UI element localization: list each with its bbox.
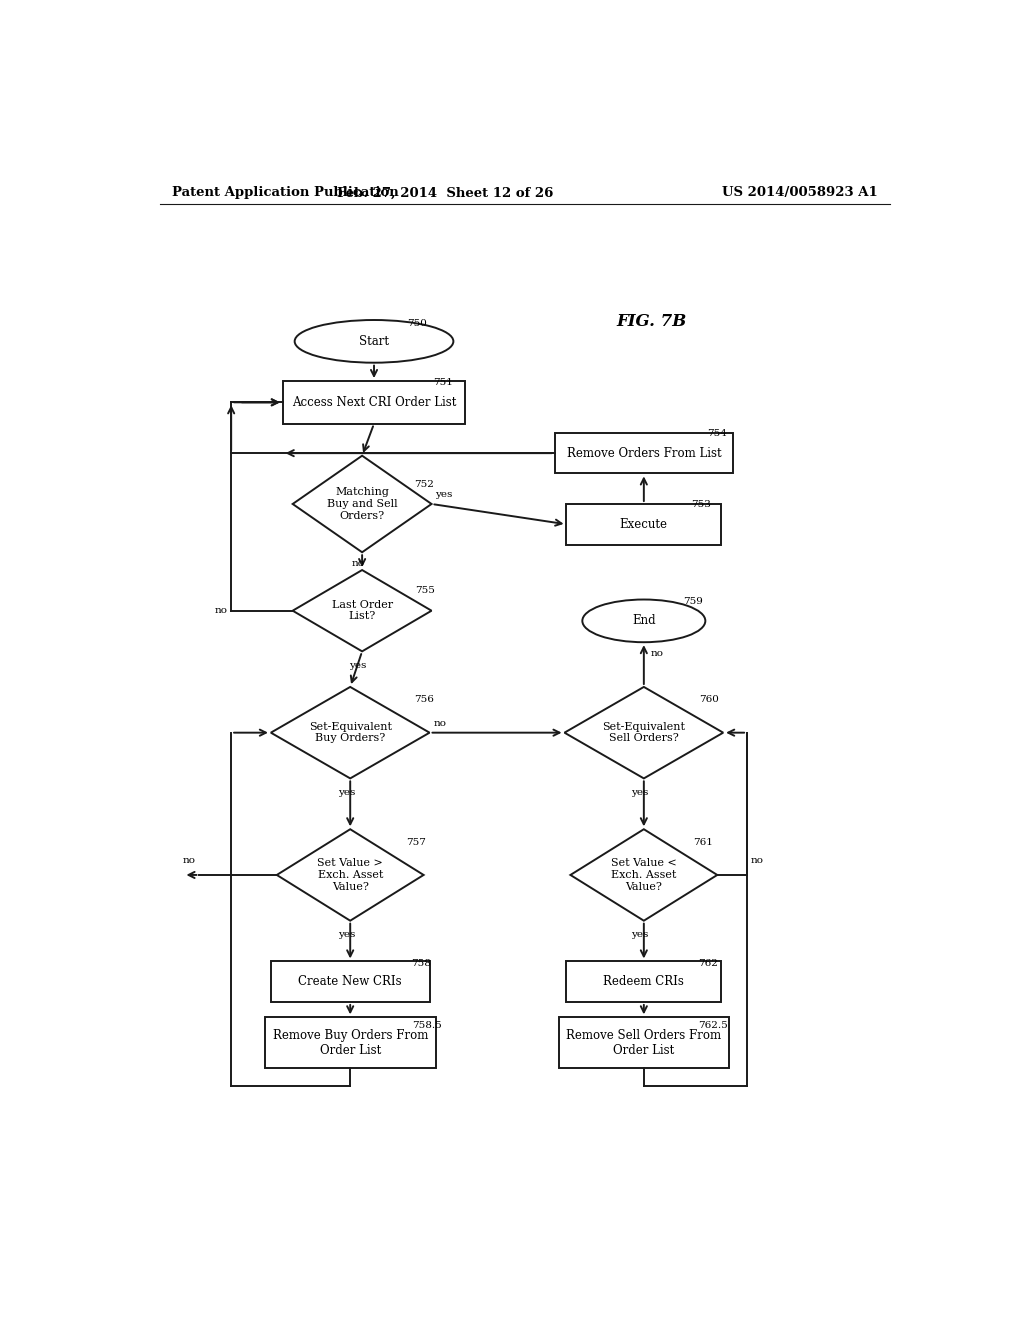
Text: 759: 759 (684, 597, 703, 606)
Text: no: no (214, 606, 227, 615)
Text: US 2014/0058923 A1: US 2014/0058923 A1 (722, 186, 878, 199)
Text: no: no (650, 649, 664, 659)
Text: Remove Orders From List: Remove Orders From List (566, 446, 721, 459)
Text: no: no (351, 558, 365, 568)
Text: 758: 758 (412, 960, 431, 969)
Text: 751: 751 (433, 378, 454, 387)
Text: 756: 756 (414, 696, 433, 704)
Text: Feb. 27, 2014  Sheet 12 of 26: Feb. 27, 2014 Sheet 12 of 26 (337, 186, 554, 199)
Text: Create New CRIs: Create New CRIs (298, 975, 402, 989)
Text: Set-Equivalent
Buy Orders?: Set-Equivalent Buy Orders? (308, 722, 392, 743)
Text: 753: 753 (691, 500, 712, 510)
Text: End: End (632, 614, 655, 627)
Text: 754: 754 (708, 429, 727, 438)
Text: Matching
Buy and Sell
Orders?: Matching Buy and Sell Orders? (327, 487, 397, 520)
Text: Start: Start (359, 335, 389, 348)
Text: yes: yes (338, 788, 355, 797)
Text: 755: 755 (416, 586, 435, 595)
Text: Remove Buy Orders From
Order List: Remove Buy Orders From Order List (272, 1028, 428, 1057)
Text: Set-Equivalent
Sell Orders?: Set-Equivalent Sell Orders? (602, 722, 685, 743)
Text: Execute: Execute (620, 517, 668, 531)
Text: 757: 757 (406, 837, 426, 846)
Text: Last Order
List?: Last Order List? (332, 599, 392, 622)
Text: yes: yes (435, 490, 453, 499)
Text: 760: 760 (699, 696, 719, 704)
Text: Redeem CRIs: Redeem CRIs (603, 975, 684, 989)
Text: Set Value >
Exch. Asset
Value?: Set Value > Exch. Asset Value? (317, 858, 383, 891)
Text: 761: 761 (693, 837, 713, 846)
Text: 750: 750 (408, 319, 427, 329)
Text: yes: yes (631, 788, 648, 797)
Text: yes: yes (631, 931, 648, 939)
Text: Patent Application Publication: Patent Application Publication (172, 186, 398, 199)
Text: no: no (433, 718, 446, 727)
Text: Remove Sell Orders From
Order List: Remove Sell Orders From Order List (566, 1028, 721, 1057)
Text: 762.5: 762.5 (697, 1022, 728, 1031)
Text: no: no (751, 855, 764, 865)
Text: 762: 762 (697, 960, 718, 969)
Text: no: no (182, 855, 196, 865)
Text: yes: yes (338, 931, 355, 939)
Text: FIG. 7B: FIG. 7B (616, 313, 687, 330)
Text: 752: 752 (414, 479, 433, 488)
Text: yes: yes (349, 660, 367, 669)
Text: Access Next CRI Order List: Access Next CRI Order List (292, 396, 457, 409)
Text: 758.5: 758.5 (412, 1022, 442, 1031)
Text: Set Value <
Exch. Asset
Value?: Set Value < Exch. Asset Value? (611, 858, 677, 891)
